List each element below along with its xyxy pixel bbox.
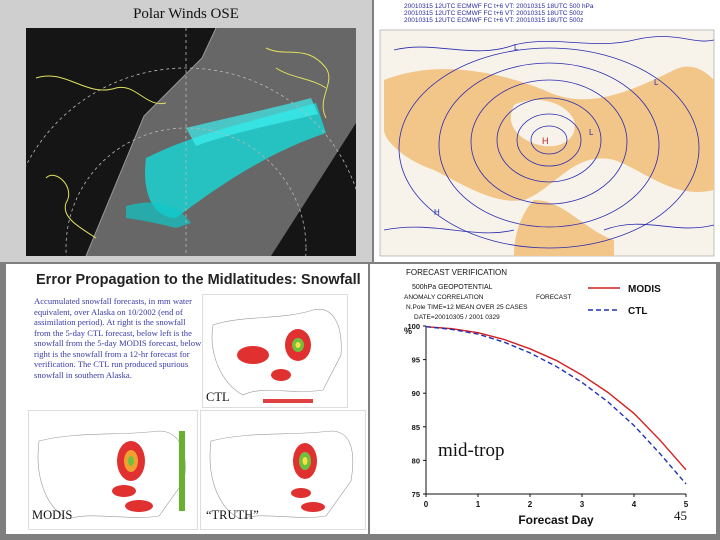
chart-header-1: FORECAST VERIFICATION [406, 268, 508, 277]
ctl-snow-graphic [211, 308, 342, 403]
doc-body: Accumulated snowfall forecasts, in mm wa… [34, 296, 202, 380]
x-tick-label: 4 [632, 500, 637, 509]
map-header-2: 20010315 12UTC ECMWF FC t+6 VT: 20010315… [404, 10, 583, 17]
snowfall-doc-panel: Error Propagation to the Midlatitudes: S… [6, 264, 368, 534]
ctl-label: CTL [206, 390, 230, 404]
series-line-ctl [425, 326, 687, 485]
svg-text:L: L [514, 43, 519, 52]
satellite-graphic [5, 27, 367, 262]
chart-header-4: N.Pole TIME=12 MEAN OVER 25 CASES [406, 304, 528, 311]
svg-text:L: L [654, 78, 659, 87]
y-tick-label: 80 [412, 456, 420, 465]
legend-label-ctl: CTL [628, 306, 647, 317]
chart-series [425, 326, 687, 485]
x-tick-label: 1 [476, 500, 481, 509]
y-tick-label: 95 [412, 356, 420, 365]
slide-number: 45 [674, 508, 687, 523]
map-header-1: 20010315 12UTC ECMWF FC t+6 VT: 20010315… [404, 3, 594, 10]
modis-snow-graphic [37, 430, 186, 520]
satellite-title: Polar Winds OSE [133, 6, 239, 22]
truth-snow-graphic [209, 430, 354, 520]
series-line-modis [425, 326, 687, 471]
y-tick-label: 100 [407, 322, 420, 331]
y-axis-label: % [404, 326, 412, 336]
satellite-image [5, 27, 367, 262]
chart-legend: MODIS CTL [588, 284, 661, 317]
chart-header-5: DATE=20010305 / 2001 0329 [414, 314, 500, 321]
x-tick-label: 3 [580, 500, 585, 509]
chart-header-2: 500hPa GEOPOTENTIAL [412, 284, 493, 291]
geopotential-map: 20010315 12UTC ECMWF FC t+6 VT: 20010315… [374, 0, 720, 262]
svg-text:H: H [542, 136, 549, 146]
svg-text:H: H [434, 208, 440, 217]
ctl-snow-map [202, 294, 348, 408]
y-tick-label: 85 [412, 423, 420, 432]
chart-header-3b: FORECAST [536, 294, 572, 301]
modis-label: MODIS [32, 508, 73, 522]
y-tick-label: 90 [412, 389, 420, 398]
chart-annotation: mid-trop [438, 440, 505, 461]
x-tick-label: 5 [684, 500, 689, 509]
x-axis-label: Forecast Day [518, 513, 594, 527]
doc-title: Error Propagation to the Midlatitudes: S… [36, 272, 361, 288]
truth-snow-map [200, 410, 366, 530]
ecmwf-map-panel: 20010315 12UTC ECMWF FC t+6 VT: 20010315… [374, 0, 720, 262]
map-header-3: 20010315 12UTC ECMWF FC t+6 VT: 20010315… [404, 17, 583, 24]
satellite-panel: Polar Winds OSE [0, 0, 372, 262]
modis-snow-map [28, 410, 198, 530]
chart-header-3: ANOMALY CORRELATION [404, 294, 484, 301]
verification-chart-panel: FORECAST VERIFICATION 500hPa GEOPOTENTIA… [370, 264, 716, 534]
x-tick-label: 2 [528, 500, 533, 509]
legend-label-modis: MODIS [628, 284, 661, 295]
truth-label: “TRUTH” [206, 508, 259, 522]
y-tick-label: 75 [412, 490, 420, 499]
x-tick-label: 0 [424, 500, 429, 509]
svg-text:L: L [589, 128, 594, 137]
